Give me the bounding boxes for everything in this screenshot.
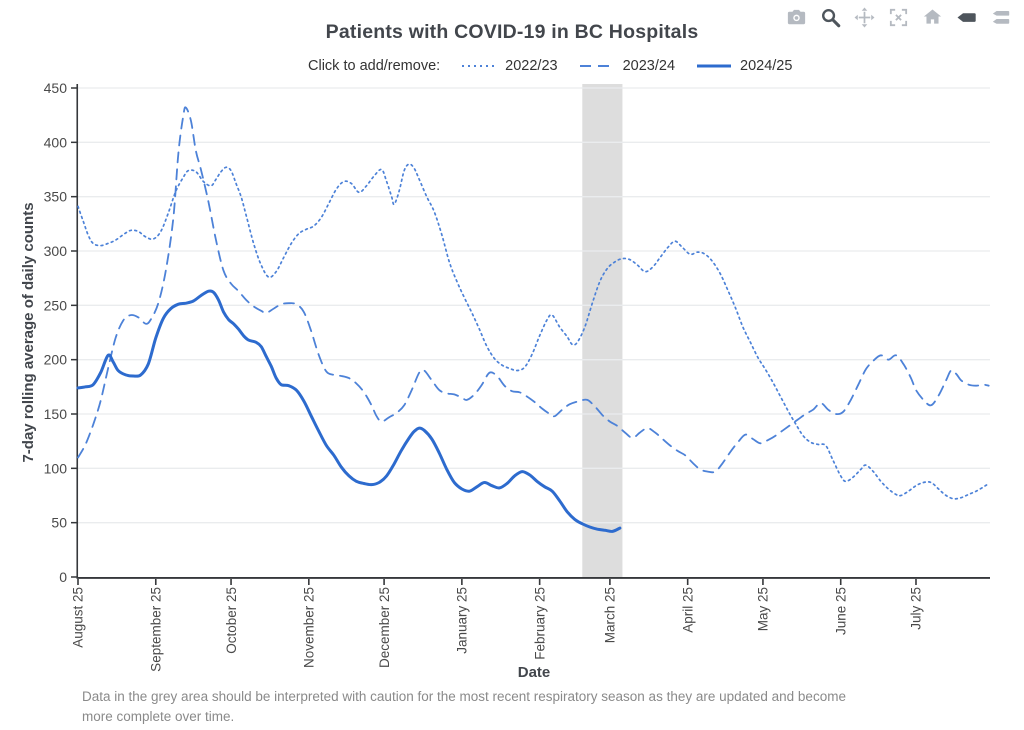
legend-item-label: 2022/23 (505, 58, 558, 74)
home-icon[interactable] (921, 6, 944, 29)
x-tick-label: March 25 (603, 587, 618, 643)
camera-icon[interactable] (785, 6, 808, 29)
y-tick-label: 50 (51, 515, 67, 531)
page-title: Patients with COVID-19 in BC Hospitals (325, 21, 699, 43)
y-axis-title: 7-day rolling average of daily counts (20, 202, 37, 462)
x-tick-label: September 25 (149, 587, 164, 672)
dashed-line-sample-icon (579, 65, 614, 67)
legend-item-2022-23[interactable]: 2022/23 (461, 58, 558, 74)
y-tick-label: 350 (44, 189, 68, 205)
x-axis-title: Date (518, 664, 551, 681)
x-tick-label: December 25 (377, 587, 392, 668)
y-tick-label: 100 (44, 460, 68, 476)
x-tick-label: April 25 (680, 587, 695, 633)
x-tick-label: July 25 (909, 587, 924, 630)
x-tick-label: January 25 (455, 587, 470, 654)
y-tick-label: 300 (44, 243, 68, 259)
caution-footnote: Data in the grey area should be interpre… (82, 689, 846, 724)
legend-item-label: 2024/25 (740, 58, 793, 74)
hover-closest-icon[interactable] (955, 6, 978, 29)
y-tick-label: 150 (44, 406, 68, 422)
x-tick-label: November 25 (302, 587, 317, 668)
y-tick-label: 0 (59, 569, 67, 585)
legend-item-2024-25[interactable]: 2024/25 (696, 58, 792, 74)
legend: Click to add/remove: 2022/23 2023/24 202… (308, 58, 792, 74)
zoom-icon[interactable] (819, 6, 842, 29)
caution-shaded-region (582, 84, 623, 577)
y-tick-label: 450 (44, 80, 68, 96)
legend-item-label: 2023/24 (622, 58, 676, 74)
series-line-2023-24[interactable] (77, 106, 990, 474)
y-tick-label: 250 (44, 297, 68, 313)
pan-icon[interactable] (853, 6, 876, 29)
solid-line-sample-icon (697, 64, 732, 68)
x-tick-label: May 25 (756, 587, 771, 631)
y-tick-label: 200 (44, 352, 68, 368)
hover-compare-icon[interactable] (989, 6, 1012, 29)
x-tick-label: August 25 (71, 587, 86, 648)
x-tick-label: October 25 (224, 587, 239, 654)
modebar (774, 6, 1012, 29)
autoscale-icon[interactable] (887, 6, 910, 29)
legend-prompt: Click to add/remove: (308, 58, 441, 74)
series-line-2024-25[interactable] (76, 289, 622, 533)
y-tick-label: 400 (44, 134, 68, 150)
x-tick-label: June 25 (833, 587, 848, 635)
legend-item-2023-24[interactable]: 2023/24 (579, 58, 675, 74)
x-tick-label: February 25 (532, 587, 547, 660)
series-line-2022-23[interactable] (77, 163, 990, 500)
